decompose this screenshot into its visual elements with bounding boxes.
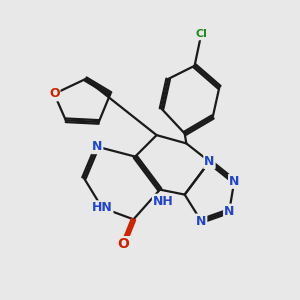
Text: O: O <box>118 237 130 251</box>
Text: Cl: Cl <box>195 29 207 39</box>
Text: N: N <box>229 175 239 188</box>
Text: N: N <box>196 214 206 227</box>
Text: NH: NH <box>153 195 174 208</box>
Text: HN: HN <box>92 201 112 214</box>
Text: O: O <box>49 87 59 101</box>
Text: N: N <box>204 155 214 168</box>
Text: N: N <box>92 140 102 153</box>
Text: N: N <box>224 205 234 218</box>
